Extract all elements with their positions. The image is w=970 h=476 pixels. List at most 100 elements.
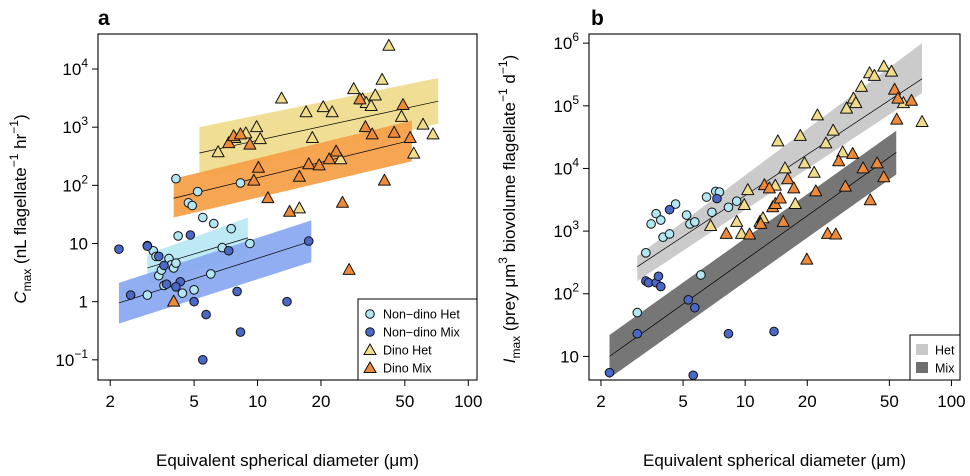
point-dino-het — [275, 91, 289, 104]
point-non-dino-mix — [712, 193, 722, 204]
point-dino-het — [849, 96, 863, 109]
panel-a: a 2 5 10 20 50 100 10−1 1 10 102 103 104 Equivalent … — [7, 7, 482, 470]
point-dino-het — [253, 132, 267, 145]
legend: Non−dino Het Non−dino Mix Dino Het Dino Mix — [357, 298, 478, 381]
point-dino-mix — [832, 154, 846, 167]
point-non-dino-mix — [198, 355, 208, 365]
confidence-band-dino-het — [199, 78, 439, 179]
fit-line-dino-mix — [173, 139, 412, 199]
point-non-dino-mix — [232, 286, 242, 297]
legend-marker-non-dino-het — [365, 309, 375, 319]
point-non-dino-mix — [769, 326, 779, 337]
point-dino-mix — [251, 160, 265, 173]
point-non-dino-mix — [159, 260, 169, 271]
legend-marker-non-dino-mix — [365, 327, 375, 337]
y-tick-label: 104 — [62, 56, 88, 79]
point-non-dino-mix — [655, 281, 666, 292]
y-tick-label: 1 — [79, 293, 88, 312]
plot-frame — [97, 33, 478, 381]
panel-b: b 2 5 10 20 50 100 10 102 103 104 105 106 Equivalent… — [496, 7, 966, 470]
point-dino-mix — [829, 227, 843, 240]
point-dino-het — [735, 226, 749, 239]
point-dino-het — [368, 88, 382, 101]
point-non-dino-het — [670, 199, 681, 209]
legend-swatch-het — [916, 344, 928, 355]
point-dino-het — [737, 198, 751, 211]
y-tick-label: 103 — [553, 218, 579, 241]
y-tick-label: 103 — [62, 114, 88, 137]
point-dino-mix — [846, 147, 860, 159]
x-tick-label: 5 — [678, 392, 687, 411]
point-dino-mix — [247, 173, 261, 186]
point-dino-mix — [776, 214, 790, 227]
point-non-dino-mix — [201, 309, 211, 320]
point-dino-mix — [754, 216, 768, 229]
point-non-dino-het — [701, 192, 712, 202]
point-dino-mix — [243, 137, 257, 150]
point-non-dino-het — [208, 218, 219, 229]
point-non-dino-het — [171, 173, 181, 184]
point-dino-mix — [329, 144, 343, 157]
x-axis-label: Equivalent spherical diameter (μm) — [156, 451, 419, 470]
point-non-dino-mix — [235, 327, 246, 337]
point-dino-mix — [800, 252, 814, 265]
legend-box — [357, 298, 478, 381]
point-dino-het — [819, 136, 833, 149]
point-non-dino-het — [187, 200, 198, 211]
point-dino-het — [407, 146, 421, 159]
point-dino-het — [334, 152, 348, 165]
point-dino-het — [305, 131, 319, 143]
point-non-dino-mix — [689, 302, 700, 313]
point-dino-mix — [283, 204, 297, 217]
legend: Het Mix — [909, 334, 961, 381]
point-dino-mix — [787, 181, 801, 194]
y-axis-label: Cmax (nL flagellate−1 hr−1) — [7, 114, 34, 303]
point-dino-het — [730, 214, 744, 227]
point-dino-mix — [719, 226, 733, 239]
point-dino-het — [382, 38, 396, 51]
x-tick-label: 2 — [105, 392, 114, 411]
point-non-dino-het — [142, 290, 153, 300]
point-dino-mix — [870, 156, 884, 169]
point-dino-het — [426, 127, 440, 140]
point-dino-het — [741, 183, 755, 196]
y-tick-label: 10 — [69, 235, 88, 254]
point-non-dino-het — [646, 219, 656, 229]
point-non-dino-mix — [683, 295, 694, 305]
point-non-dino-mix — [114, 244, 124, 254]
point-non-dino-mix — [171, 282, 181, 292]
plot-frame — [588, 33, 961, 381]
point-dino-mix — [877, 170, 891, 183]
point-dino-het — [836, 145, 850, 158]
point-non-dino-mix — [185, 230, 196, 240]
point-dino-mix — [743, 227, 757, 240]
point-dino-het — [884, 64, 898, 77]
x-tick-label: 5 — [189, 392, 198, 411]
point-dino-mix — [781, 172, 795, 185]
legend-label-dino-mix: Dino Mix — [383, 362, 432, 376]
point-dino-mix — [322, 152, 336, 165]
point-dino-het — [854, 79, 868, 92]
point-non-dino-het — [664, 229, 675, 239]
point-non-dino-mix — [161, 279, 172, 289]
point-non-dino-het — [189, 284, 199, 295]
point-non-dino-mix — [189, 296, 199, 307]
y-tick-label: 105 — [553, 93, 579, 116]
point-non-dino-het — [632, 307, 643, 318]
point-non-dino-het — [192, 186, 203, 197]
point-non-dino-het — [641, 248, 651, 258]
point-dino-het — [347, 82, 361, 95]
point-dino-mix — [302, 157, 316, 170]
legend-swatch-mix — [916, 362, 928, 373]
x-tick-label: 2 — [596, 392, 605, 411]
point-non-dino-het — [198, 212, 208, 223]
point-dino-het — [211, 145, 225, 158]
point-dino-het — [325, 105, 339, 118]
legend-marker-dino-het — [363, 342, 377, 355]
point-dino-het — [416, 117, 430, 130]
point-dino-mix — [403, 131, 417, 143]
point-dino-mix — [222, 136, 236, 149]
point-dino-mix — [312, 158, 326, 171]
x-tick-label: 20 — [312, 392, 331, 411]
